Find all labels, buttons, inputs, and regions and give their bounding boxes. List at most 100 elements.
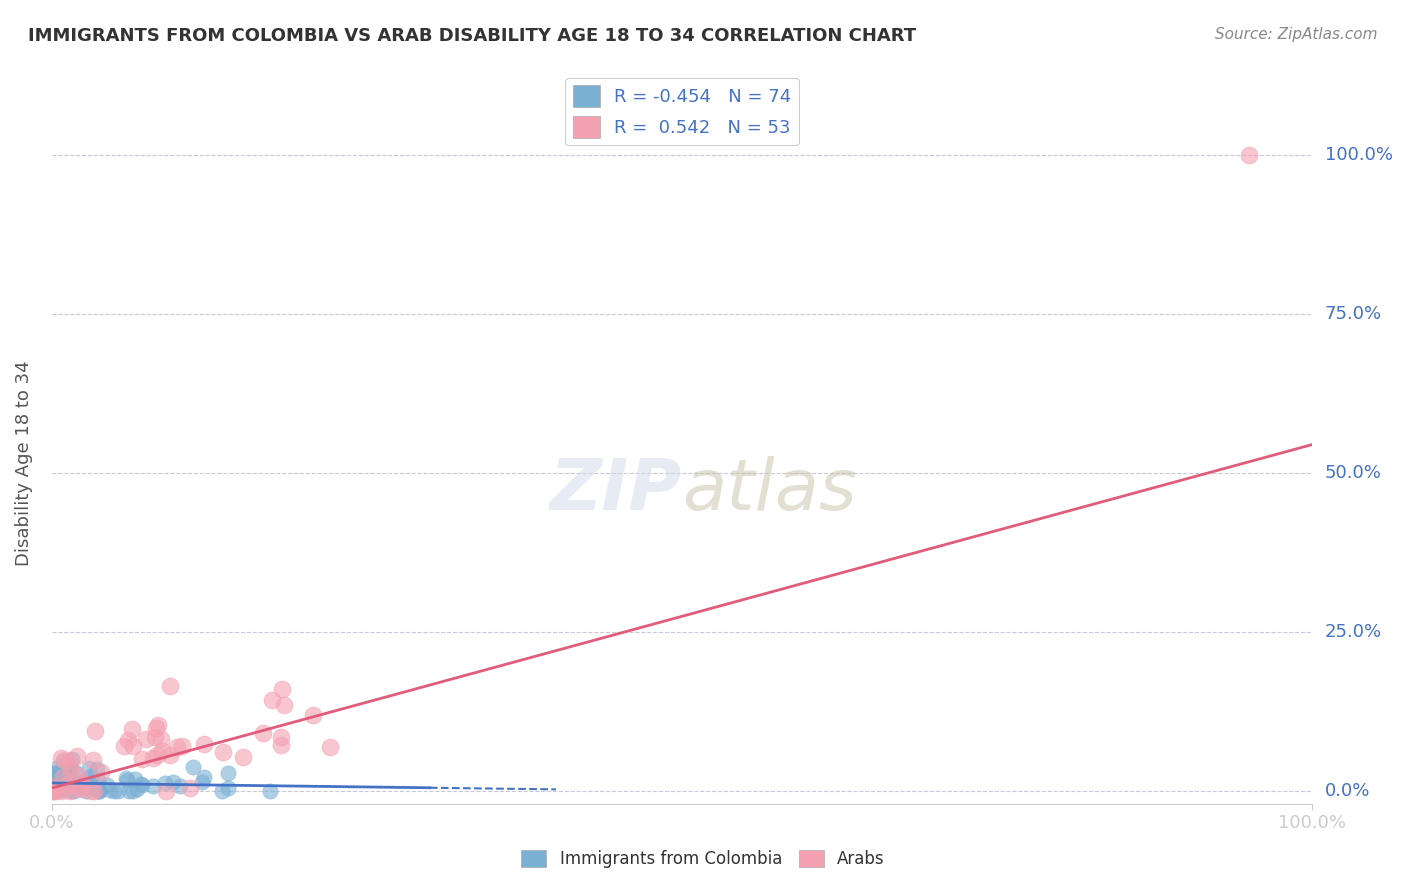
- Point: [63, 778, 86, 792]
- Point: [166, 740, 188, 755]
- Point: [65, 777, 87, 791]
- Point: [271, 681, 294, 696]
- Point: [217, 780, 239, 795]
- Point: [58, 764, 80, 779]
- Point: [252, 726, 274, 740]
- Point: [69, 776, 91, 790]
- Point: [48, 767, 70, 781]
- Point: [159, 747, 181, 762]
- Point: [65, 765, 87, 780]
- Point: [52, 765, 75, 780]
- Point: [42, 784, 65, 798]
- Point: [75, 784, 97, 798]
- Point: [44, 780, 66, 794]
- Point: [67, 769, 90, 783]
- Point: [122, 739, 145, 753]
- Point: [84, 724, 107, 739]
- Point: [115, 771, 138, 785]
- Point: [145, 721, 167, 735]
- Legend: Immigrants from Colombia, Arabs: Immigrants from Colombia, Arabs: [515, 843, 891, 875]
- Text: atlas: atlas: [682, 457, 856, 525]
- Point: [270, 731, 292, 745]
- Point: [135, 731, 157, 746]
- Point: [124, 772, 146, 786]
- Text: 25.0%: 25.0%: [1324, 624, 1382, 641]
- Point: [131, 778, 153, 792]
- Text: IMMIGRANTS FROM COLOMBIA VS ARAB DISABILITY AGE 18 TO 34 CORRELATION CHART: IMMIGRANTS FROM COLOMBIA VS ARAB DISABIL…: [28, 27, 917, 45]
- Point: [42, 772, 65, 786]
- Point: [83, 784, 105, 798]
- Point: [58, 774, 80, 789]
- Point: [231, 750, 253, 764]
- Point: [193, 770, 215, 784]
- Y-axis label: Disability Age 18 to 34: Disability Age 18 to 34: [15, 361, 32, 566]
- Point: [44, 780, 66, 794]
- Point: [70, 776, 93, 790]
- Point: [155, 784, 177, 798]
- Point: [146, 717, 169, 731]
- Text: 50.0%: 50.0%: [1324, 464, 1382, 483]
- Point: [48, 767, 70, 781]
- Point: [89, 784, 111, 798]
- Point: [56, 775, 79, 789]
- Point: [96, 778, 118, 792]
- Point: [87, 779, 110, 793]
- Point: [172, 739, 194, 753]
- Point: [49, 751, 72, 765]
- Text: 0.0%: 0.0%: [1324, 782, 1369, 800]
- Point: [179, 780, 201, 795]
- Text: Source: ZipAtlas.com: Source: ZipAtlas.com: [1215, 27, 1378, 42]
- Point: [121, 723, 143, 737]
- Point: [115, 772, 138, 787]
- Point: [80, 784, 103, 798]
- Point: [63, 784, 86, 798]
- Point: [66, 780, 89, 794]
- Point: [42, 780, 65, 794]
- Point: [52, 775, 75, 789]
- Point: [80, 779, 103, 793]
- Point: [66, 748, 89, 763]
- Point: [217, 766, 239, 780]
- Point: [112, 739, 135, 753]
- Point: [181, 760, 204, 774]
- Point: [51, 780, 73, 794]
- Point: [90, 764, 112, 779]
- Point: [142, 750, 165, 764]
- Point: [45, 784, 67, 798]
- Point: [70, 779, 93, 793]
- Point: [1237, 148, 1260, 162]
- Point: [118, 784, 141, 798]
- Point: [150, 744, 173, 758]
- Point: [58, 784, 80, 798]
- Point: [77, 780, 100, 794]
- Point: [45, 784, 67, 798]
- Point: [107, 784, 129, 798]
- Point: [51, 782, 73, 797]
- Point: [129, 777, 152, 791]
- Point: [59, 784, 82, 798]
- Point: [87, 783, 110, 797]
- Point: [270, 738, 292, 752]
- Point: [42, 784, 65, 798]
- Point: [72, 774, 94, 789]
- Point: [142, 779, 165, 793]
- Point: [52, 777, 75, 791]
- Point: [52, 753, 75, 767]
- Point: [44, 766, 66, 780]
- Point: [51, 772, 73, 786]
- Point: [69, 782, 91, 797]
- Point: [190, 775, 212, 789]
- Point: [55, 778, 77, 792]
- Point: [52, 754, 75, 768]
- Point: [212, 745, 235, 759]
- Point: [155, 776, 177, 790]
- Point: [82, 754, 104, 768]
- Point: [260, 693, 283, 707]
- Point: [125, 782, 148, 797]
- Point: [45, 765, 67, 780]
- Point: [273, 698, 295, 713]
- Point: [49, 772, 72, 786]
- Point: [77, 772, 100, 787]
- Point: [42, 784, 65, 798]
- Point: [46, 779, 69, 793]
